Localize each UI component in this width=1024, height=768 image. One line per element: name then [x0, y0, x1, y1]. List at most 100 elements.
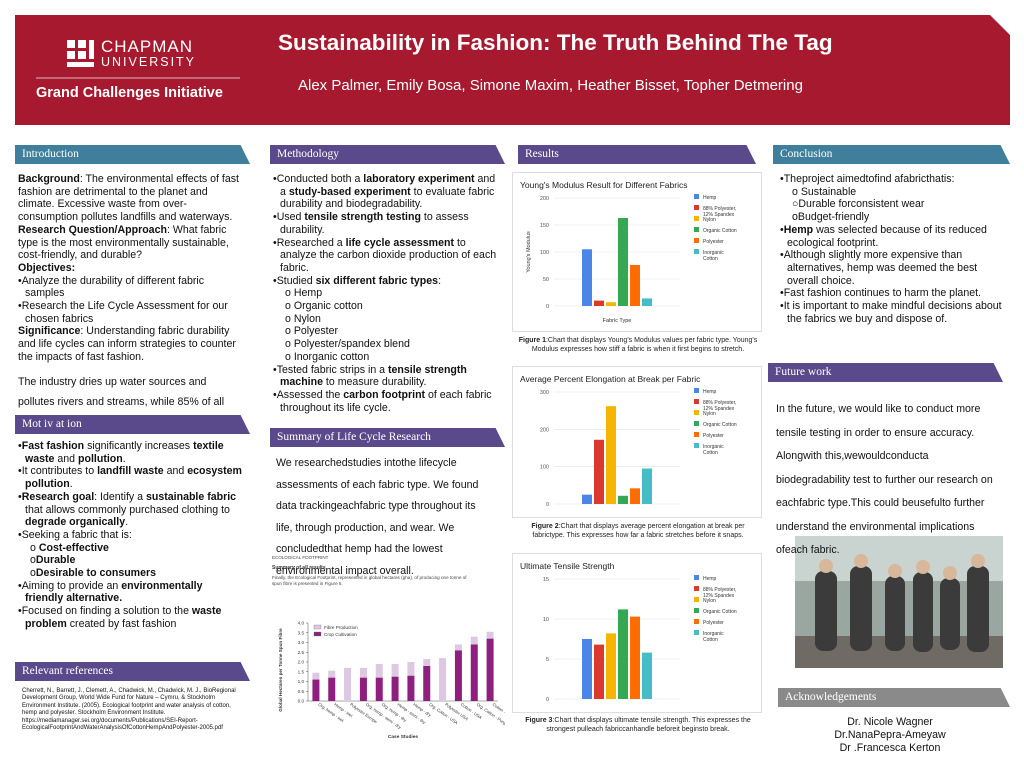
- text-item: ○Durable forconsistent wear: [780, 198, 1005, 211]
- text-item: o Sustainable: [780, 186, 1005, 199]
- acknowledgement-list: Dr. Nicole Wagner Dr.NanaPepra-Ameyaw Dr .…: [790, 716, 990, 755]
- text-run: •Researched a: [273, 236, 346, 249]
- legend-swatch: [694, 630, 699, 635]
- y-tick-label: 50: [543, 277, 549, 283]
- text-item: o Polyester: [273, 325, 501, 338]
- bold-run: Significance: [18, 325, 81, 338]
- text-run: •It is important to make mindful decisio…: [780, 300, 1002, 325]
- text-run: : Identify a: [94, 490, 146, 503]
- legend-label: Crop Cultivation: [324, 632, 357, 637]
- text-run: to analyze the carbon dioxide production…: [280, 236, 497, 274]
- legend-label: Inorganic Cotton: [703, 444, 724, 456]
- section-text: Background: The environmental effects of…: [18, 173, 243, 432]
- text-item: Research Question/Approach: What fabric …: [18, 224, 243, 262]
- bold-run: pollution: [78, 452, 123, 465]
- bar-segment: [486, 631, 494, 639]
- bold-run: degrade organically: [25, 516, 126, 529]
- text-run: :: [438, 274, 442, 287]
- legend-swatch: [694, 216, 699, 221]
- text-item: oDurable: [18, 554, 243, 567]
- text-item: •Research goal: Identify a sustainable f…: [18, 491, 243, 529]
- section-header: Acknowledgements: [778, 688, 1010, 707]
- y-tick-label: 0.5: [298, 689, 305, 694]
- bold-run: Objectives:: [18, 261, 76, 274]
- bold-run: Cost-effective: [38, 541, 109, 554]
- y-tick-label: 10: [543, 617, 549, 623]
- note-line: Finally, the Ecological Footprint, repre…: [272, 575, 467, 580]
- bar-segment: [359, 677, 367, 701]
- bold-run: Durable: [35, 554, 76, 567]
- text-run: o Inorganic cotton: [285, 350, 370, 363]
- bar-segment: [407, 675, 415, 701]
- y-tick-label: 0: [546, 304, 549, 310]
- bold-run: Figure 1: [518, 337, 546, 344]
- text-item: •Studied six different fabric types:: [273, 275, 501, 288]
- figure-caption: Figure 2:Chart that displays average per…: [518, 522, 758, 540]
- bold-run: Figure 2: [531, 523, 559, 530]
- bar: [582, 249, 592, 306]
- legend-line: 88% Polyester,: [703, 400, 736, 406]
- y-axis-label: Global Hectares per Tonne Spun Fibre: [278, 628, 283, 712]
- y-tick-label: 3.0: [298, 640, 305, 645]
- legend-line: 12% Spandex: [703, 212, 735, 218]
- bar: [618, 495, 628, 504]
- legend-label: 88% Polyester, 12% Spandex: [703, 587, 736, 599]
- x-axis-label: Case Studies: [388, 734, 418, 740]
- chart-subtitle: Summary of all results: [272, 565, 326, 571]
- section-header: Conclusion: [773, 145, 1010, 164]
- y-tick-label: 2.0: [298, 660, 305, 665]
- y-tick-label: 2.5: [298, 650, 305, 655]
- future-text: In the future, we would like to conduct …: [776, 403, 993, 556]
- legend-swatch: [694, 619, 699, 624]
- section-text: •Fast fashion significantly increases te…: [18, 440, 243, 631]
- text-run: o Organic cotton: [285, 300, 363, 313]
- text-run: and: [54, 452, 79, 465]
- bold-run: Fast fashion: [21, 440, 85, 452]
- bold-run: Research goal: [21, 490, 95, 503]
- y-tick-label: 3.5: [298, 630, 305, 635]
- bar: [642, 652, 652, 699]
- legend-swatch: [694, 608, 699, 613]
- section-header: Future work: [768, 363, 1003, 382]
- header-bg: [15, 15, 1010, 125]
- text-run: •Assessed the: [273, 388, 344, 401]
- bold-run: tensile strength machine: [280, 363, 467, 389]
- text-run: o: [30, 554, 36, 567]
- text-run: .: [122, 452, 126, 465]
- text-item: •Researched a life cycle assessment to a…: [273, 237, 501, 275]
- bar: [618, 609, 628, 699]
- legend-label: 88% Polyester, 12% Spandex: [703, 400, 736, 412]
- text-run: •Tested fabric strips in a: [273, 363, 388, 376]
- reference-text: Cherrett, N., Barrett, J., Clemett, A., …: [22, 688, 236, 732]
- text-run: o Sustainable: [792, 185, 857, 198]
- bar-segment: [439, 658, 447, 701]
- bar: [582, 639, 592, 699]
- text-run: created by fast fashion: [66, 617, 177, 630]
- legend-swatch: [694, 399, 699, 404]
- text-item: oBudget-friendly: [780, 211, 1005, 224]
- bar-segment: [391, 663, 399, 677]
- text-run: that allows commonly purchased clothing …: [25, 503, 230, 516]
- text-item: oDesirable to consumers: [18, 567, 243, 580]
- text-run: and: [163, 465, 188, 478]
- y-tick-label: 0: [546, 502, 549, 508]
- logo-mark: [67, 40, 94, 67]
- text-item: o Nylon: [273, 313, 501, 326]
- bar: [630, 264, 640, 306]
- y-tick-label: 5: [546, 657, 549, 663]
- section-text: •Conducted both a laboratory experiment …: [273, 173, 501, 414]
- legend-line: 88% Polyester,: [703, 587, 736, 593]
- bold-run: environmentally friendly alternative.: [25, 579, 203, 605]
- text-run: •Seeking a fabric that is:: [18, 528, 132, 541]
- bar: [606, 633, 616, 699]
- y-tick-label: 4.0: [298, 621, 305, 626]
- bar-segment: [359, 667, 367, 678]
- section-header: Introduction: [15, 145, 250, 164]
- text-item: •Focused on finding a solution to the wa…: [18, 605, 243, 630]
- y-tick-label: 1.0: [298, 679, 305, 684]
- legend-label: Hemp: [703, 576, 717, 582]
- bar-segment: [312, 672, 320, 680]
- legend-label: Polyester: [703, 620, 724, 626]
- bar: [642, 468, 652, 504]
